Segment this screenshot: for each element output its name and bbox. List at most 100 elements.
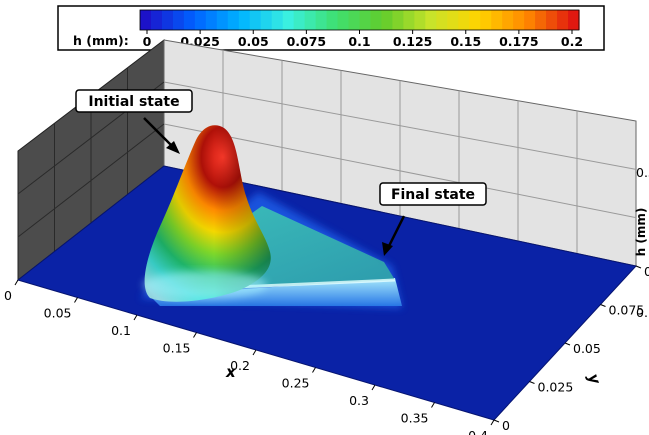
y-tick-label: 0.025	[538, 380, 574, 395]
colorbar-block	[370, 10, 383, 30]
x-tick-mark	[490, 419, 495, 426]
colorbar-block	[546, 10, 558, 30]
colorbar-block	[436, 10, 448, 30]
x-tick-mark	[431, 402, 435, 408]
x-tick-label: 0.15	[163, 341, 191, 356]
colorbar-block	[315, 10, 328, 30]
y-tick-mark	[493, 419, 500, 423]
annotation-final-arrowhead	[382, 242, 393, 256]
colorbar-block	[194, 10, 207, 30]
colorbar-tick-label: 0.125	[393, 34, 433, 49]
initial-state-surface	[143, 125, 271, 302]
y-tick-mark	[635, 265, 642, 269]
colorbar-block	[337, 10, 350, 30]
z-tick-label: 0.1	[636, 305, 649, 320]
colorbar-block	[524, 10, 536, 30]
colorbar-block	[227, 10, 240, 30]
colorbar-label: h (mm):	[73, 33, 129, 48]
colorbar-block	[425, 10, 437, 30]
y-tick-label: 0.05	[573, 341, 601, 356]
x-axis-ticks: 0 0.05 0.1 0.15 0.2 0.25 0.3 0.35 0.4	[4, 279, 495, 435]
annotation-final-arrow	[386, 215, 406, 249]
x-tick-label: 0.35	[401, 411, 429, 426]
colorbar: h (mm): 0 0.025 0.05 0.075 0.1 0.125 0.15 0.175…	[57, 5, 605, 51]
back-wall-grid-line	[163, 123, 637, 219]
colorbar-tick-label: 0.1	[348, 34, 370, 49]
y-tick-mark	[600, 304, 606, 307]
colorbar-block	[458, 10, 470, 30]
x-tick-label: 0	[4, 288, 12, 303]
y-tick-label: 0.1	[644, 264, 649, 279]
colorbar-block	[161, 10, 174, 30]
colorbar-block	[205, 10, 218, 30]
colorbar-block	[140, 10, 152, 30]
colorbar-ticks: 0 0.025 0.05 0.075 0.1 0.125 0.15 0.175 0.2	[143, 30, 583, 49]
colorbar-block	[326, 10, 339, 30]
annotation-initial-arrowhead	[166, 141, 180, 154]
colorbar-tick-label: 0.15	[450, 34, 481, 49]
colorbar-block	[568, 10, 580, 30]
y-tick-label: 0.075	[609, 303, 645, 318]
annotation-final-text: Final state	[391, 187, 475, 203]
colorbar-block	[392, 10, 404, 30]
colorbar-block	[150, 10, 163, 30]
colorbar-tick-label: 0	[143, 34, 152, 49]
initial-state-peak-shading	[144, 125, 271, 302]
x-tick-mark	[252, 349, 257, 356]
x-tick-mark	[193, 332, 197, 338]
x-tick-label: 0.25	[282, 376, 310, 391]
colorbar-block	[304, 10, 317, 30]
z-tick-label: 0.3	[636, 165, 649, 180]
colorbar-block	[172, 10, 185, 30]
annotation-initial-box	[75, 89, 193, 113]
z-axis-ticks: 0.1 0.3	[636, 165, 649, 320]
x-tick-label: 0.4	[468, 428, 488, 435]
colorbar-tick-label: 0.05	[238, 34, 269, 49]
x-tick-mark	[312, 367, 316, 373]
annotation-initial-text: Initial state	[88, 94, 179, 110]
colorbar-tick-label: 0.075	[287, 34, 327, 49]
initial-state-base-glow	[143, 271, 267, 299]
colorbar-block	[183, 10, 196, 30]
annotation-initial-arrow	[143, 117, 175, 149]
colorbar-block	[271, 10, 284, 30]
x-tick-label: 0.05	[44, 306, 72, 321]
colorbar-block	[414, 10, 426, 30]
colorbar-block	[348, 10, 361, 30]
z-axis-label: h (mm)	[634, 208, 648, 257]
colorbar-block	[480, 10, 492, 30]
y-tick-label: 0	[502, 418, 510, 433]
colorbar-block	[513, 10, 525, 30]
colorbar-block	[502, 10, 514, 30]
colorbar-block	[403, 10, 415, 30]
colorbar-block	[491, 10, 503, 30]
colorbar-block	[535, 10, 547, 30]
x-tick-mark	[14, 279, 19, 286]
colorbar-block	[238, 10, 251, 30]
colorbar-block	[282, 10, 295, 30]
left-wall-grid-line	[17, 123, 165, 238]
y-tick-mark	[564, 342, 571, 346]
y-tick-mark	[529, 381, 535, 384]
y-axis-label: y	[584, 371, 605, 387]
colorbar-block	[469, 10, 481, 30]
colorbar-block	[447, 10, 459, 30]
colorbar-block	[359, 10, 372, 30]
colorbar-tick-label: 0.175	[499, 34, 539, 49]
annotation-final-box	[379, 182, 487, 206]
colorbar-tick-label: 0.2	[561, 34, 583, 49]
colorbar-gradient	[140, 10, 580, 30]
annotation-initial-state: Initial state	[75, 89, 193, 154]
colorbar-block	[216, 10, 229, 30]
colorbar-block	[381, 10, 394, 30]
annotation-final-state: Final state	[379, 182, 487, 256]
colorbar-block	[293, 10, 306, 30]
final-state-front-face	[150, 278, 402, 306]
x-tick-label: 0.1	[111, 323, 131, 338]
back-wall-grid-line	[163, 81, 637, 170]
x-tick-label: 0.2	[230, 358, 250, 373]
colorbar-block	[557, 10, 569, 30]
colorbar-block	[260, 10, 273, 30]
